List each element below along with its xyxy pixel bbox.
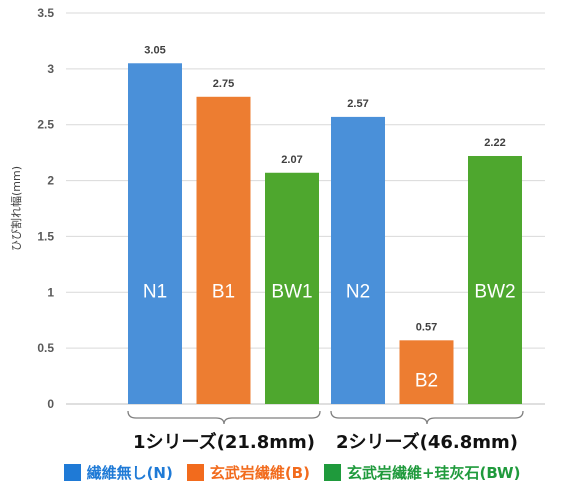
legend-label-b: 玄武岩繊維(B): [209, 463, 310, 482]
y-tick-labels: 0 0.5 1 1.5 2 2.5 3 3.5: [37, 6, 54, 411]
bar-label-n2: N2: [346, 281, 370, 302]
group-label: 2シリーズ(46.8mm): [336, 431, 518, 453]
legend-label-bw: 玄武岩繊維+珪灰石(BW): [346, 463, 521, 482]
data-label-n2: 2.57: [347, 98, 368, 110]
legend-item-n: 繊維無し(N): [63, 462, 173, 483]
group-braces: [127, 410, 524, 425]
bar-n2: [331, 116, 385, 404]
bar-label-bw2: BW2: [474, 281, 515, 302]
bar-b2: [399, 340, 454, 404]
bar-bw1: [265, 172, 319, 404]
legend-item-b: 玄武岩繊維(B): [186, 462, 310, 483]
legend: 繊維無し(N) 玄武岩繊維(B) 玄武岩繊維+珪灰石(BW): [0, 460, 584, 484]
data-label-b2: 0.57: [416, 321, 437, 333]
legend-label-n: 繊維無し(N): [86, 463, 173, 482]
group-brace: [330, 410, 524, 425]
y-tick-label: 1.5: [37, 229, 54, 243]
data-label-n1: 3.05: [144, 44, 165, 56]
data-label-b1: 2.75: [213, 78, 234, 90]
bar-label-b1: B1: [212, 281, 235, 302]
data-label-bw2: 2.22: [484, 137, 505, 149]
bar-label-b2: B2: [415, 370, 438, 391]
group-label: 1シリーズ(21.8mm): [133, 431, 315, 453]
bar-chart: 0 0.5 1 1.5 2 2.5 3 3.5 ひび割れ幅(mm) 3.05 N1 2.75 B1 2…: [9, 6, 545, 453]
legend-swatch-b: [186, 463, 204, 481]
y-tick-label: 0.5: [37, 341, 54, 355]
bar-b1: [196, 96, 251, 405]
y-tick-label: 3.5: [37, 6, 54, 20]
bar-n1: [128, 63, 182, 405]
legend-swatch-bw: [323, 463, 341, 481]
y-axis-label: ひび割れ幅(mm): [9, 166, 23, 251]
y-tick-label: 0: [47, 397, 54, 411]
bar-label-n1: N1: [143, 281, 167, 302]
group-labels: 1シリーズ(21.8mm) 2シリーズ(46.8mm): [133, 431, 518, 453]
group-brace: [127, 410, 321, 425]
data-label-bw1: 2.07: [281, 154, 302, 166]
legend-swatch-n: [63, 463, 81, 481]
legend-item-bw: 玄武岩繊維+珪灰石(BW): [323, 462, 521, 483]
bar-label-bw1: BW1: [271, 281, 312, 302]
y-tick-label: 2: [47, 174, 54, 188]
bars: 3.05 N1 2.75 B1 2.07 BW1 2.57 N2 0.57 B2 2.22 BW2: [128, 44, 522, 405]
bar-bw2: [468, 155, 522, 404]
y-tick-label: 1: [47, 285, 54, 299]
y-tick-label: 2.5: [37, 118, 54, 132]
y-tick-label: 3: [47, 62, 54, 76]
